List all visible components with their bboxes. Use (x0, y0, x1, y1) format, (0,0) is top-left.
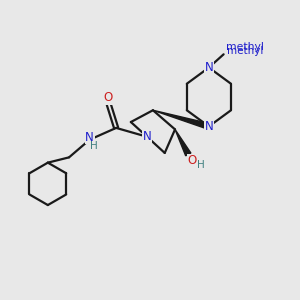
Text: N: N (143, 130, 152, 143)
Text: N: N (85, 131, 94, 144)
Text: H: H (90, 141, 98, 151)
Text: O: O (187, 154, 196, 167)
Text: N: N (205, 61, 213, 74)
Text: N: N (205, 120, 213, 133)
Text: O: O (103, 92, 113, 104)
Polygon shape (175, 129, 191, 156)
Polygon shape (153, 110, 210, 129)
Text: H: H (197, 160, 205, 170)
Text: methyl: methyl (226, 42, 264, 52)
Text: methyl: methyl (226, 46, 263, 56)
